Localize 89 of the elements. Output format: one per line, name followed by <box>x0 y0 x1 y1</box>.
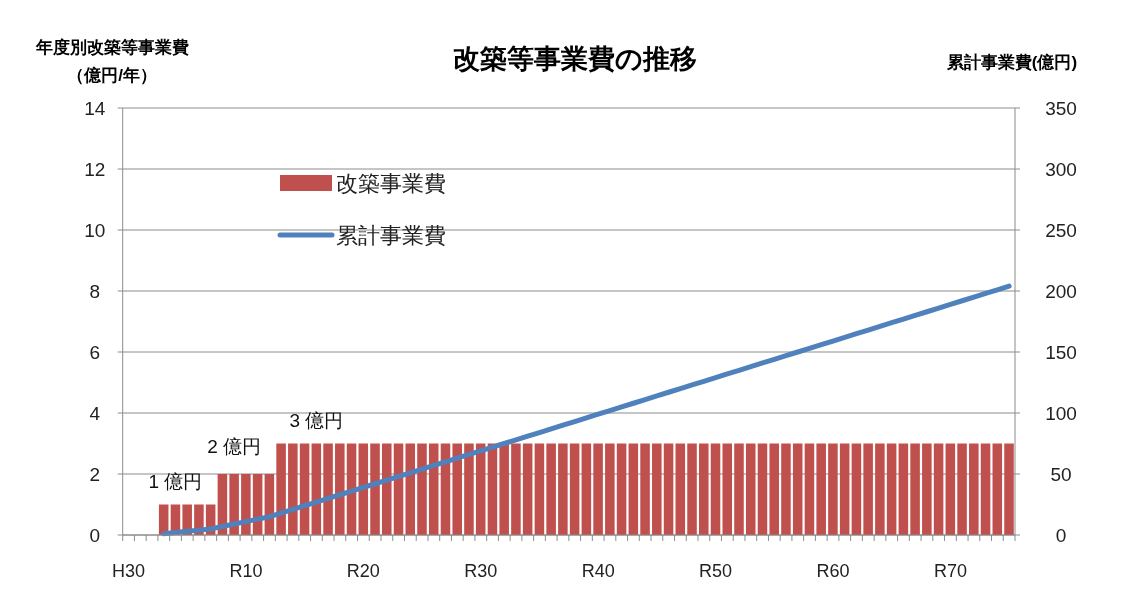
bar <box>417 443 427 535</box>
bar <box>933 443 944 535</box>
y2-tick-label: 300 <box>1045 159 1077 180</box>
bar <box>910 443 920 535</box>
bar <box>628 443 639 535</box>
bar <box>922 443 932 535</box>
bar <box>534 443 545 535</box>
bar <box>792 443 803 535</box>
y-axis-title: 年度別改築等事業費（億円/年） <box>34 38 189 85</box>
x-tick-label: R70 <box>933 561 967 581</box>
y2-tick-label: 0 <box>1055 525 1067 546</box>
y-tick-label: 2 <box>89 464 100 485</box>
bar <box>581 443 592 535</box>
x-tick-label: R50 <box>699 561 733 581</box>
bar <box>241 474 251 535</box>
bar <box>452 443 462 535</box>
bar <box>828 443 838 535</box>
x-tick-label: R10 <box>229 561 263 581</box>
bar <box>499 443 509 535</box>
bar <box>405 443 416 535</box>
bar <box>663 443 674 535</box>
bar <box>769 443 779 535</box>
bar <box>863 443 873 535</box>
bar <box>640 443 650 535</box>
y-tick-label: 4 <box>89 403 101 424</box>
y-tick-label: 10 <box>84 220 106 241</box>
y2-tick-label: 150 <box>1045 342 1077 363</box>
x-tick-label: R60 <box>816 561 850 581</box>
bar <box>522 443 533 535</box>
x-tick-label: H30 <box>112 561 146 581</box>
legend-label: 累計事業費 <box>336 223 446 248</box>
x-tick-label: R20 <box>346 561 380 581</box>
bar <box>569 443 580 535</box>
bar <box>699 443 709 535</box>
bar <box>875 443 885 535</box>
y-tick-label: 8 <box>89 281 100 302</box>
bar <box>593 443 603 535</box>
y-tick-label: 12 <box>84 159 106 180</box>
bar <box>675 443 686 535</box>
bar <box>687 443 697 535</box>
bar <box>276 443 286 535</box>
x-tick-label: R40 <box>581 561 615 581</box>
bar <box>851 443 862 535</box>
bar <box>992 443 1003 535</box>
bar <box>757 443 768 535</box>
bar <box>710 443 721 535</box>
bar <box>652 443 662 535</box>
bar <box>839 443 850 535</box>
bar <box>382 443 392 535</box>
bar <box>898 443 909 535</box>
x-tick-label: R30 <box>464 561 498 581</box>
bar <box>511 443 521 535</box>
bar <box>546 443 556 535</box>
y2-tick-label: 50 <box>1050 464 1072 485</box>
bar <box>370 443 380 535</box>
bar <box>781 443 791 535</box>
y-tick-label: 14 <box>84 98 106 119</box>
bar <box>464 443 474 535</box>
legend-label: 改築事業費 <box>336 171 446 196</box>
bar <box>957 443 967 535</box>
y2-axis-title: 累計事業費(億円) <box>945 53 1078 72</box>
chart-title: 改築等事業費の推移 <box>453 44 697 74</box>
y-tick-label: 0 <box>89 525 100 546</box>
bar <box>288 443 298 535</box>
bar <box>804 443 815 535</box>
bar <box>816 443 826 535</box>
annotation: 1 億円 <box>148 471 203 493</box>
bar <box>734 443 744 535</box>
y2-tick-label: 100 <box>1045 403 1077 424</box>
bar <box>745 443 756 535</box>
bar <box>980 443 991 535</box>
bar <box>605 443 615 535</box>
bar <box>229 474 239 535</box>
y2-tick-label: 350 <box>1045 98 1077 119</box>
bar <box>886 443 897 535</box>
y-tick-label: 6 <box>89 342 100 363</box>
bar <box>969 443 979 535</box>
annotation: 3 億円 <box>289 410 344 432</box>
bar <box>428 443 439 535</box>
bar <box>1004 443 1014 535</box>
bar <box>323 443 333 535</box>
y2-tick-label: 250 <box>1045 220 1077 241</box>
bar <box>945 443 956 535</box>
bar <box>722 443 733 535</box>
annotation: 2 億円 <box>207 436 262 458</box>
bar <box>335 443 345 535</box>
bar <box>558 443 568 535</box>
bar <box>616 443 627 535</box>
y2-tick-label: 200 <box>1045 281 1077 302</box>
